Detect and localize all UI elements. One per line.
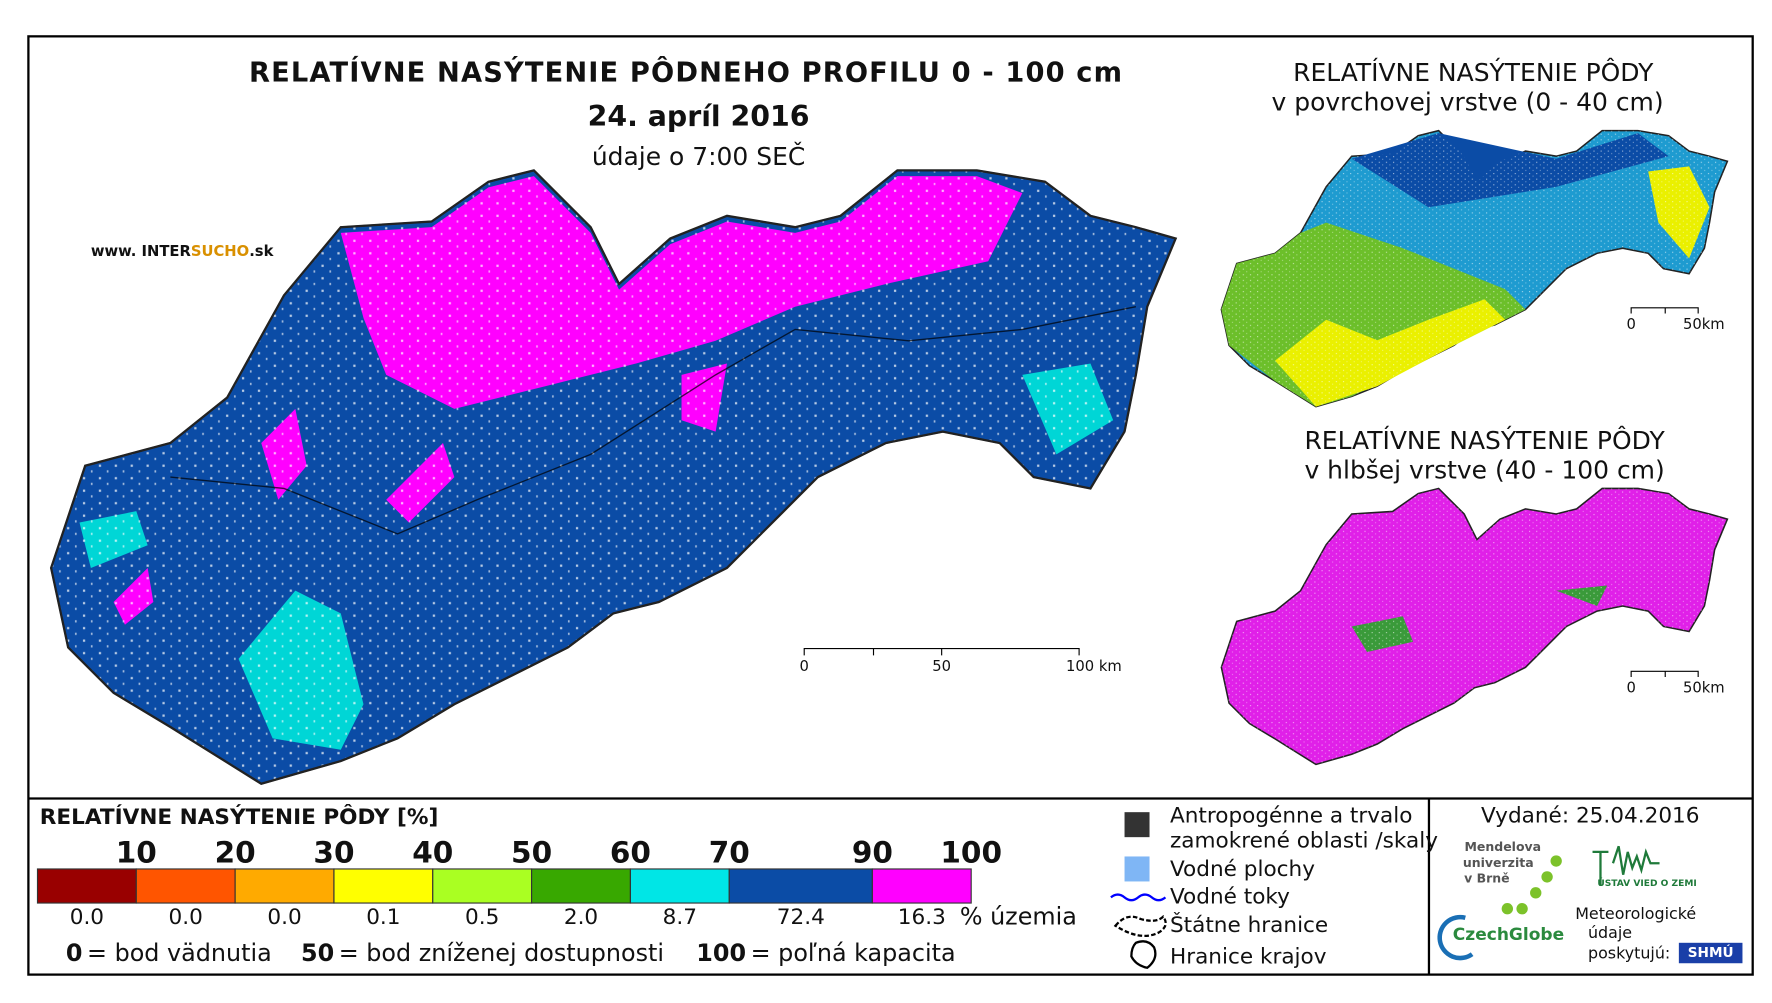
symbol-label: Hranice krajov (1170, 945, 1327, 970)
territory-share: 2.0 (564, 905, 598, 930)
reference: 0 = bod vädnutia (66, 939, 272, 967)
logo-text: poskytujú: (1588, 944, 1670, 963)
symbol-icon (1124, 812, 1150, 838)
legend-swatch (728, 868, 873, 904)
legend-classes: 10 0.0 20 0.0 30 0.0 40 0.1 50 0.5 60 2.0 70 8.7 90 72.… (36, 836, 1077, 967)
legend-swatch (234, 868, 335, 904)
scale-bar (1630, 307, 1699, 314)
symbol-icon (1124, 856, 1150, 882)
scale-label: 100 km (1066, 658, 1122, 675)
reference-number: 0 (66, 939, 83, 967)
territory-share: 0.0 (70, 905, 104, 930)
inset-map-bottom (1220, 487, 1729, 766)
scale-label: 0 (800, 658, 809, 675)
logo-dots (1501, 855, 1562, 915)
issued: Vydané: 25.04.2016 (1481, 804, 1699, 829)
symbol-icon (1130, 940, 1157, 970)
reference-number: 100 (696, 939, 746, 967)
inset-title: RELATÍVNE NASÝTENIE PÔDY (1293, 57, 1654, 87)
reference: 100 = poľná kapacita (696, 939, 955, 967)
scale-label: 0 (1626, 316, 1635, 333)
website-part: SUCHO (191, 243, 249, 260)
inset-map-top (1220, 129, 1729, 408)
reference-text: = bod zníženej dostupnosti (339, 939, 664, 967)
threshold-label: 100 (940, 836, 1002, 870)
scale-label: 50km (1683, 316, 1725, 333)
website-part: .sk (249, 243, 274, 260)
legend-swatch (871, 868, 972, 904)
legend-swatch (333, 868, 434, 904)
inset-title: RELATÍVNE NASÝTENIE PÔDY (1304, 425, 1665, 455)
symbol-label: zamokrené oblasti /skaly (1170, 829, 1438, 854)
legend-title: RELATÍVNE NASÝTENIE PÔDY [%] (40, 804, 439, 830)
threshold-label: 20 (215, 836, 256, 870)
logo-text: údaje (1588, 923, 1632, 942)
reference-text: = bod vädnutia (87, 939, 272, 967)
territory-share: 0.0 (267, 905, 301, 930)
reference-text: = poľná kapacita (751, 939, 956, 967)
logo-mark (1592, 845, 1660, 887)
territory-share: 0.5 (465, 905, 499, 930)
symbol-label: Antropogénne a trvalo (1170, 804, 1412, 829)
symbol-label: Štátne hranice (1170, 912, 1328, 938)
logo-text: CzechGlobe (1453, 925, 1564, 945)
territory-share: 0.0 (169, 905, 203, 930)
logo-text: Mendelova (1464, 839, 1541, 854)
threshold-label: 60 (610, 836, 651, 870)
share-unit: % územia (960, 902, 1077, 930)
threshold-label: 30 (313, 836, 354, 870)
symbol-icon (1113, 914, 1167, 938)
logo-text: univerzita (1463, 855, 1534, 870)
logo-text: v Brně (1464, 871, 1510, 886)
inset-subtitle: v povrchovej vrstve (0 - 40 cm) (1272, 87, 1664, 116)
inset-subtitle: v hlbšej vrstve (40 - 100 cm) (1304, 455, 1664, 484)
main-map (49, 169, 1177, 785)
legend-swatch (135, 868, 236, 904)
title: RELATÍVNE NASÝTENIE PÔDNEHO PROFILU 0 - … (249, 56, 1123, 88)
data-time: údaje o 7:00 SEČ (592, 141, 806, 171)
logo-text: ÚSTAV VIED O ZEMI (1597, 877, 1696, 889)
website-part: www. INTER (91, 243, 192, 260)
territory-share: 0.1 (366, 905, 400, 930)
threshold-label: 10 (116, 836, 157, 870)
logo-text: Meteorologické (1575, 904, 1696, 923)
legend-swatch (531, 868, 631, 904)
territory-share: 8.7 (663, 905, 697, 930)
legend-swatch (36, 868, 137, 904)
scale-bar (803, 648, 1080, 656)
reference-number: 50 (301, 939, 334, 967)
logo-text: SHMÚ (1688, 943, 1734, 961)
symbol-label: Vodné toky (1170, 884, 1290, 909)
territory-share: 72.4 (777, 905, 825, 930)
threshold-label: 90 (852, 836, 893, 870)
website: www. INTERSUCHO.sk (91, 243, 275, 260)
scale-label: 50km (1683, 679, 1725, 696)
scale-bar (1630, 670, 1699, 677)
scale-label: 50 (932, 658, 951, 675)
legend-swatch (629, 868, 730, 904)
threshold-label: 40 (412, 836, 453, 870)
date: 24. apríl 2016 (588, 100, 810, 133)
logo-mark (1437, 914, 1474, 961)
symbol-label: Vodné plochy (1170, 857, 1315, 882)
scale-label: 0 (1626, 679, 1635, 696)
legend-swatch (432, 868, 533, 904)
reference: 50 = bod zníženej dostupnosti (301, 939, 664, 967)
threshold-label: 50 (511, 836, 552, 870)
threshold-label: 70 (709, 836, 750, 870)
symbol-icon (1110, 893, 1167, 902)
territory-share: 16.3 (898, 905, 946, 930)
logo-mark (1678, 942, 1743, 964)
